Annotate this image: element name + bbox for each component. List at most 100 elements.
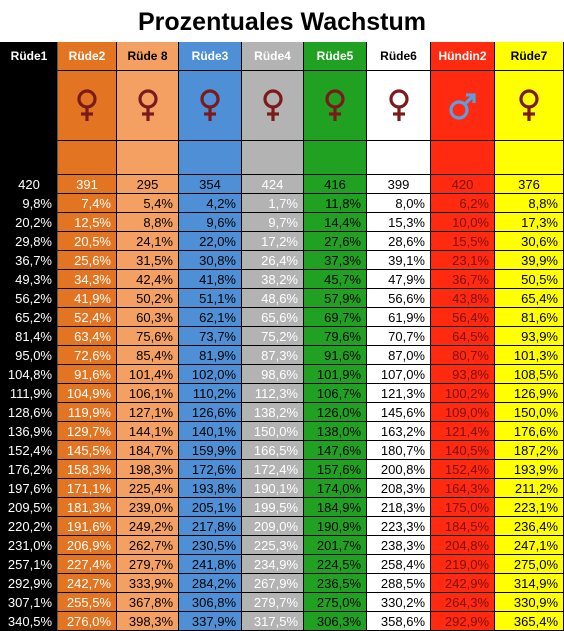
- value-cell: 9,8%: [0, 194, 58, 213]
- female-icon: [75, 88, 99, 123]
- value-cell: 227,4%: [58, 555, 117, 574]
- empty-cell: [304, 141, 367, 175]
- value-cell: 140,5%: [431, 441, 495, 460]
- value-cell: 112,3%: [242, 384, 304, 403]
- value-cell: 314,9%: [495, 574, 564, 593]
- base-value-cell: 424: [242, 175, 304, 194]
- value-cell: 181,3%: [58, 498, 117, 517]
- empty-cell: [0, 141, 58, 175]
- growth-table: Rüde1 Rüde2 Rüde 8 Rüde3 Rüde4 Rüde5 Rüde6 Hünd…: [0, 42, 564, 631]
- value-cell: 279,7%: [242, 593, 304, 612]
- value-cell: 126,9%: [495, 384, 564, 403]
- value-cell: 27,6%: [304, 232, 367, 251]
- value-cell: 163,2%: [367, 422, 431, 441]
- value-cell: 15,5%: [431, 232, 495, 251]
- value-cell: 1,7%: [242, 194, 304, 213]
- value-cell: 111,9%: [0, 384, 58, 403]
- table-row: 9,8% 7,4% 5,4% 4,2% 1,7% 11,8% 8,0% 6,2% 8,8%: [0, 194, 564, 213]
- value-cell: 61,9%: [367, 308, 431, 327]
- value-cell: 138,2%: [242, 403, 304, 422]
- value-cell: 43,8%: [431, 289, 495, 308]
- table-row: 65,2% 52,4% 60,3% 62,1% 65,6% 69,7% 61,9% 56,4%…: [0, 308, 564, 327]
- value-cell: 236,4%: [495, 517, 564, 536]
- value-cell: 30,8%: [179, 251, 242, 270]
- value-cell: 330,9%: [495, 593, 564, 612]
- value-cell: 102,0%: [179, 365, 242, 384]
- value-cell: 184,9%: [304, 498, 367, 517]
- value-cell: 12,5%: [58, 213, 117, 232]
- value-cell: 358,6%: [367, 612, 431, 631]
- value-cell: 225,3%: [242, 536, 304, 555]
- value-cell: 238,3%: [367, 536, 431, 555]
- value-cell: 80,7%: [431, 346, 495, 365]
- value-cell: 333,9%: [117, 574, 179, 593]
- value-cell: 367,8%: [117, 593, 179, 612]
- empty-cell: [58, 141, 117, 175]
- value-cell: 159,9%: [179, 441, 242, 460]
- value-cell: 180,7%: [367, 441, 431, 460]
- value-cell: 70,7%: [367, 327, 431, 346]
- value-cell: 136,9%: [0, 422, 58, 441]
- value-cell: 147,6%: [304, 441, 367, 460]
- empty-cell: [179, 141, 242, 175]
- value-cell: 223,1%: [495, 498, 564, 517]
- value-cell: 79,6%: [304, 327, 367, 346]
- value-cell: 57,9%: [304, 289, 367, 308]
- table-row: 29,8% 20,5% 24,1% 22,0% 17,2% 27,6% 28,6% 15,5%…: [0, 232, 564, 251]
- value-cell: 205,1%: [179, 498, 242, 517]
- value-cell: 257,1%: [0, 555, 58, 574]
- value-cell: 36,7%: [431, 270, 495, 289]
- value-cell: 157,6%: [304, 460, 367, 479]
- value-cell: 5,4%: [117, 194, 179, 213]
- value-cell: 23,1%: [431, 251, 495, 270]
- value-cell: 288,5%: [367, 574, 431, 593]
- female-icon: [198, 88, 222, 123]
- value-cell: 56,2%: [0, 289, 58, 308]
- value-cell: 30,6%: [495, 232, 564, 251]
- value-cell: 51,1%: [179, 289, 242, 308]
- table-row: 81,4% 63,4% 75,6% 73,7% 75,2% 79,6% 70,7% 64,5%…: [0, 327, 564, 346]
- value-cell: 81,4%: [0, 327, 58, 346]
- table-row: 209,5% 181,3% 239,0% 205,1% 199,5% 184,9% 218,…: [0, 498, 564, 517]
- value-cell: 6,2%: [431, 194, 495, 213]
- empty-cell: [431, 141, 495, 175]
- column-header: Rüde6: [367, 42, 431, 71]
- value-cell: 145,6%: [367, 403, 431, 422]
- value-cell: 37,3%: [304, 251, 367, 270]
- value-cell: 234,9%: [242, 555, 304, 574]
- value-cell: 81,6%: [495, 308, 564, 327]
- value-cell: 242,9%: [431, 574, 495, 593]
- value-cell: 75,6%: [117, 327, 179, 346]
- table-row: 307,1% 255,5% 367,8% 306,8% 279,7% 275,0% 330,…: [0, 593, 564, 612]
- value-cell: 150,0%: [495, 403, 564, 422]
- value-cell: 264,3%: [431, 593, 495, 612]
- value-cell: 9,6%: [179, 213, 242, 232]
- value-cell: 9,7%: [242, 213, 304, 232]
- value-cell: 48,6%: [242, 289, 304, 308]
- value-cell: 110,2%: [179, 384, 242, 403]
- value-cell: 7,4%: [58, 194, 117, 213]
- value-cell: 62,1%: [179, 308, 242, 327]
- value-cell: 200,8%: [367, 460, 431, 479]
- table-row: 231,0% 206,9% 262,7% 230,5% 225,3% 201,7% 238,…: [0, 536, 564, 555]
- value-cell: 65,6%: [242, 308, 304, 327]
- value-cell: 26,4%: [242, 251, 304, 270]
- value-cell: 98,6%: [242, 365, 304, 384]
- base-value-cell: 295: [117, 175, 179, 194]
- value-cell: 249,2%: [117, 517, 179, 536]
- value-cell: 152,4%: [431, 460, 495, 479]
- value-cell: 81,9%: [179, 346, 242, 365]
- base-row: 420 391 295 354 424 416 399 420 376: [0, 175, 564, 194]
- value-cell: 22,0%: [179, 232, 242, 251]
- value-cell: 208,3%: [367, 479, 431, 498]
- value-cell: 39,1%: [367, 251, 431, 270]
- male-icon: [448, 91, 478, 121]
- value-cell: 64,5%: [431, 327, 495, 346]
- value-cell: 219,0%: [431, 555, 495, 574]
- value-cell: 63,4%: [58, 327, 117, 346]
- value-cell: 145,5%: [58, 441, 117, 460]
- value-cell: 209,0%: [242, 517, 304, 536]
- value-cell: 317,5%: [242, 612, 304, 631]
- value-cell: 25,6%: [58, 251, 117, 270]
- value-cell: 276,0%: [58, 612, 117, 631]
